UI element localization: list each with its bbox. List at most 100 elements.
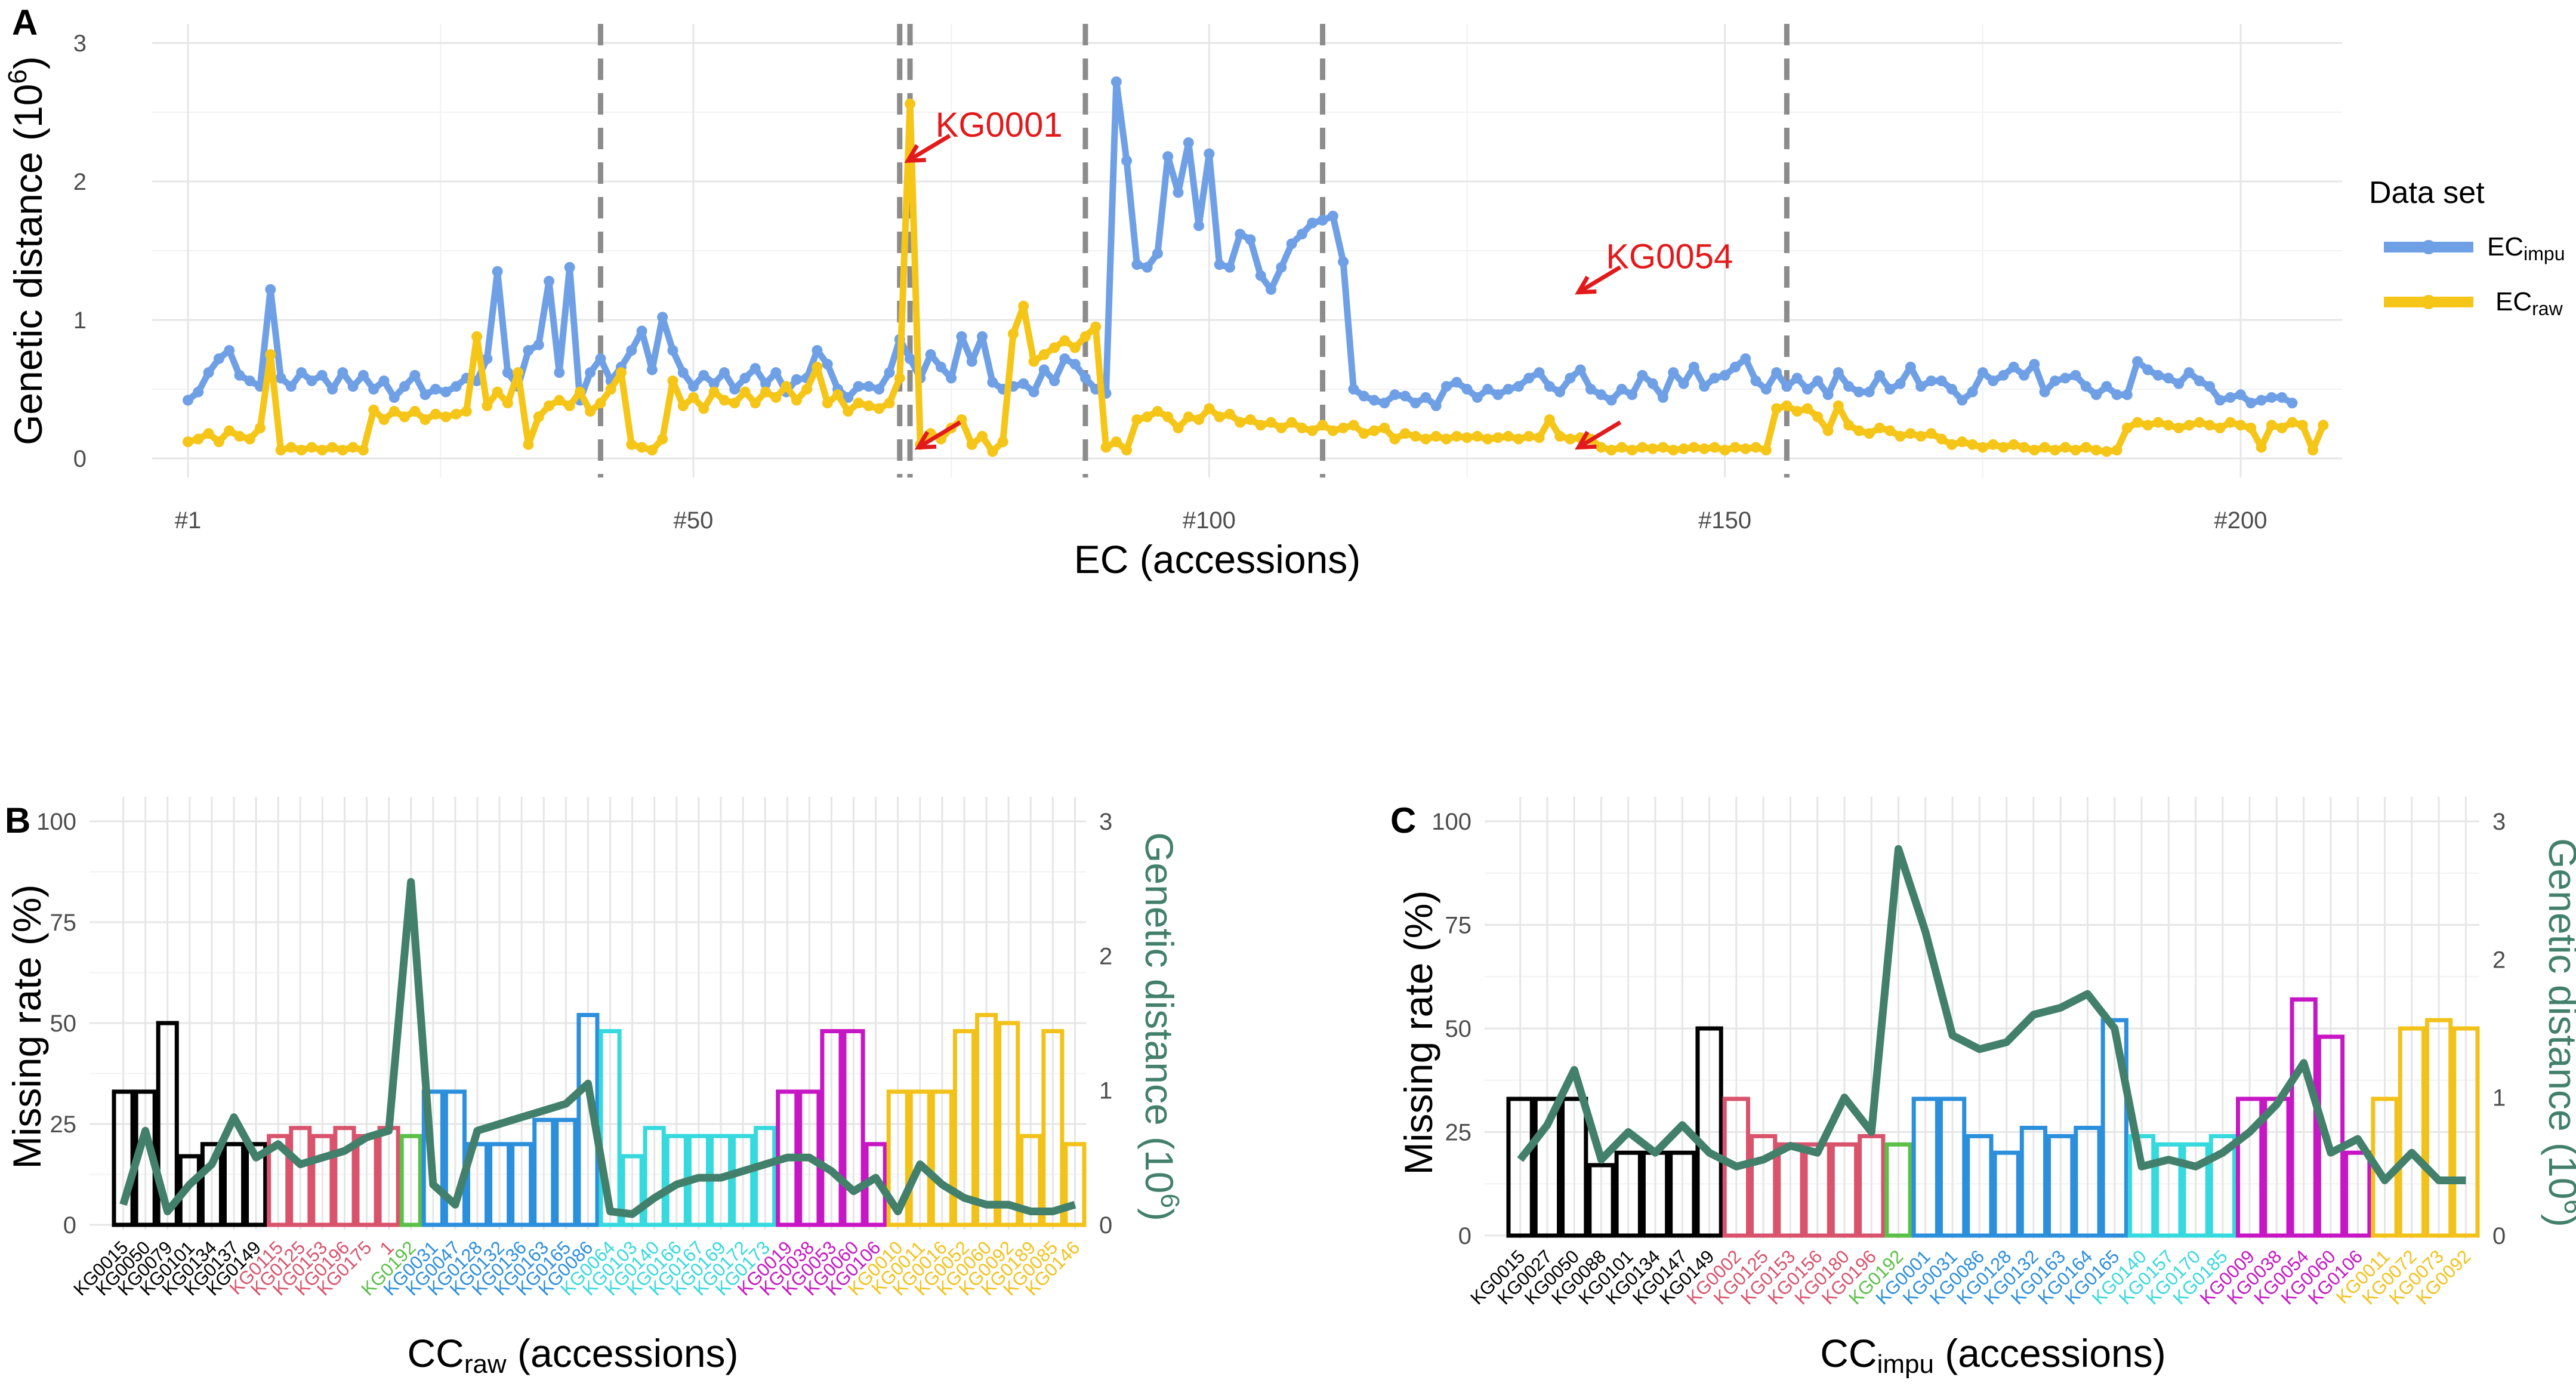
panel-a-y-axis-title-tail: ): [6, 56, 50, 69]
panel-a-x-axis-title: EC (accessions): [1074, 537, 1361, 581]
data-point-ecimpu: [1358, 390, 1369, 402]
panel-c-y2-axis-title-tail: ): [2541, 1214, 2576, 1227]
data-point-ecraw: [2194, 417, 2205, 428]
data-point-ecimpu: [2287, 398, 2298, 409]
data-point-ecimpu: [1627, 389, 1638, 401]
data-point-ecimpu: [1451, 377, 1463, 388]
data-point-ecimpu: [1420, 392, 1432, 403]
data-point-ecraw: [1307, 425, 1318, 436]
data-point-ecimpu: [1266, 284, 1277, 295]
data-point-ecraw: [2080, 442, 2091, 453]
data-point-ecimpu: [419, 389, 431, 401]
data-point-ecraw: [419, 414, 431, 426]
data-point-ecraw: [1224, 408, 1235, 420]
data-point-ecraw: [316, 445, 328, 456]
legend-label-ecraw-sub: raw: [2532, 298, 2563, 319]
data-point-ecraw: [1110, 436, 1122, 448]
data-point-ecimpu: [1523, 372, 1535, 384]
y2-tick-label: 1: [2492, 1085, 2506, 1111]
panel-a-series: [183, 76, 2329, 457]
data-point-ecimpu: [1957, 395, 1968, 406]
data-point-ecimpu: [2225, 392, 2236, 403]
data-point-ecraw: [1368, 425, 1380, 436]
data-point-ecraw: [1760, 445, 1772, 456]
data-point-ecraw: [905, 98, 916, 110]
data-point-ecraw: [1699, 443, 1710, 454]
data-point-ecraw: [667, 375, 678, 387]
bar-missing-rate: [2316, 1034, 2345, 1238]
data-point-ecimpu: [1926, 375, 1937, 387]
data-point-ecimpu: [1915, 381, 1927, 392]
data-point-ecimpu: [1832, 367, 1844, 378]
data-point-ecimpu: [213, 353, 224, 364]
data-point-ecimpu: [1678, 378, 1689, 389]
data-point-ecimpu: [2142, 364, 2154, 375]
bar-missing-rate: [2019, 1126, 2048, 1238]
bar-missing-rate: [1668, 1150, 1696, 1238]
data-point-ecraw: [255, 422, 266, 433]
data-point-ecraw: [2318, 420, 2329, 431]
data-point-ecraw: [1327, 425, 1338, 436]
data-point-ecimpu: [2266, 392, 2277, 403]
data-point-ecimpu: [1864, 386, 1875, 398]
data-point-ecraw: [523, 439, 534, 450]
data-point-ecimpu: [533, 339, 544, 350]
data-point-ecraw: [2060, 442, 2071, 453]
data-point-ecraw: [770, 392, 782, 403]
data-point-ecraw: [471, 331, 483, 342]
data-point-ecraw: [1183, 411, 1194, 423]
data-point-ecimpu: [1606, 395, 1617, 406]
data-point-ecimpu: [1853, 386, 1865, 398]
data-point-ecraw: [1998, 442, 2009, 453]
bar-missing-rate: [952, 1029, 976, 1227]
x-tick-label: #200: [2214, 507, 2268, 534]
x-tick-label: #1: [175, 507, 202, 534]
y-tick-label: 0: [1458, 1223, 1471, 1249]
data-point-ecraw: [1884, 425, 1896, 436]
data-point-ecraw: [1874, 422, 1885, 433]
data-point-ecimpu: [2162, 372, 2174, 384]
data-point-ecraw: [357, 445, 369, 456]
data-point-ecimpu: [1657, 392, 1668, 403]
data-point-ecimpu: [1028, 386, 1039, 398]
bar-missing-rate: [1750, 1134, 1778, 1238]
data-point-ecraw: [1791, 406, 1803, 417]
legend: Data set ECimpu ECraw: [2369, 175, 2565, 319]
data-point-ecraw: [1668, 445, 1679, 456]
data-point-ecimpu: [296, 367, 307, 378]
data-point-ecraw: [1864, 428, 1875, 439]
data-point-ecraw: [285, 442, 297, 453]
data-point-ecraw: [2049, 445, 2060, 456]
bar-missing-rate: [311, 1134, 334, 1227]
legend-label-ecimpu: ECimpu: [2487, 232, 2565, 264]
data-point-ecraw: [1503, 430, 1514, 442]
data-point-ecraw: [1657, 442, 1668, 453]
data-point-ecimpu: [1801, 384, 1813, 395]
data-point-ecimpu: [977, 331, 988, 342]
data-point-ecimpu: [657, 312, 668, 323]
data-point-ecimpu: [1255, 270, 1266, 281]
data-point-ecimpu: [1812, 375, 1824, 387]
y2-tick-label: 2: [1099, 943, 1112, 969]
data-point-ecraw: [1100, 442, 1112, 453]
bar-missing-rate: [1911, 1097, 1939, 1238]
data-point-ecraw: [502, 398, 513, 409]
bar-missing-rate: [842, 1029, 865, 1227]
data-point-ecimpu: [708, 378, 720, 389]
panel-a-line-chart: A 0 1 2 3 #1 #50 #100 #150 #200 KG0001 KG0054 EC …: [3, 2, 2565, 581]
data-point-ecraw: [1090, 321, 1102, 332]
data-point-ecraw: [1678, 443, 1689, 454]
bar-missing-rate: [997, 1021, 1020, 1227]
data-point-ecimpu: [956, 331, 967, 342]
bar-missing-rate: [930, 1089, 954, 1227]
data-point-ecraw: [1214, 411, 1225, 423]
data-point-ecraw: [1461, 432, 1473, 443]
annotation-label: KG0054: [1606, 238, 1733, 276]
data-point-ecimpu: [2121, 389, 2133, 401]
data-point-ecraw: [2152, 417, 2164, 428]
bar-missing-rate: [222, 1142, 246, 1227]
data-point-ecimpu: [1988, 375, 1999, 387]
data-point-ecimpu: [987, 377, 998, 388]
data-point-ecraw: [347, 442, 359, 453]
